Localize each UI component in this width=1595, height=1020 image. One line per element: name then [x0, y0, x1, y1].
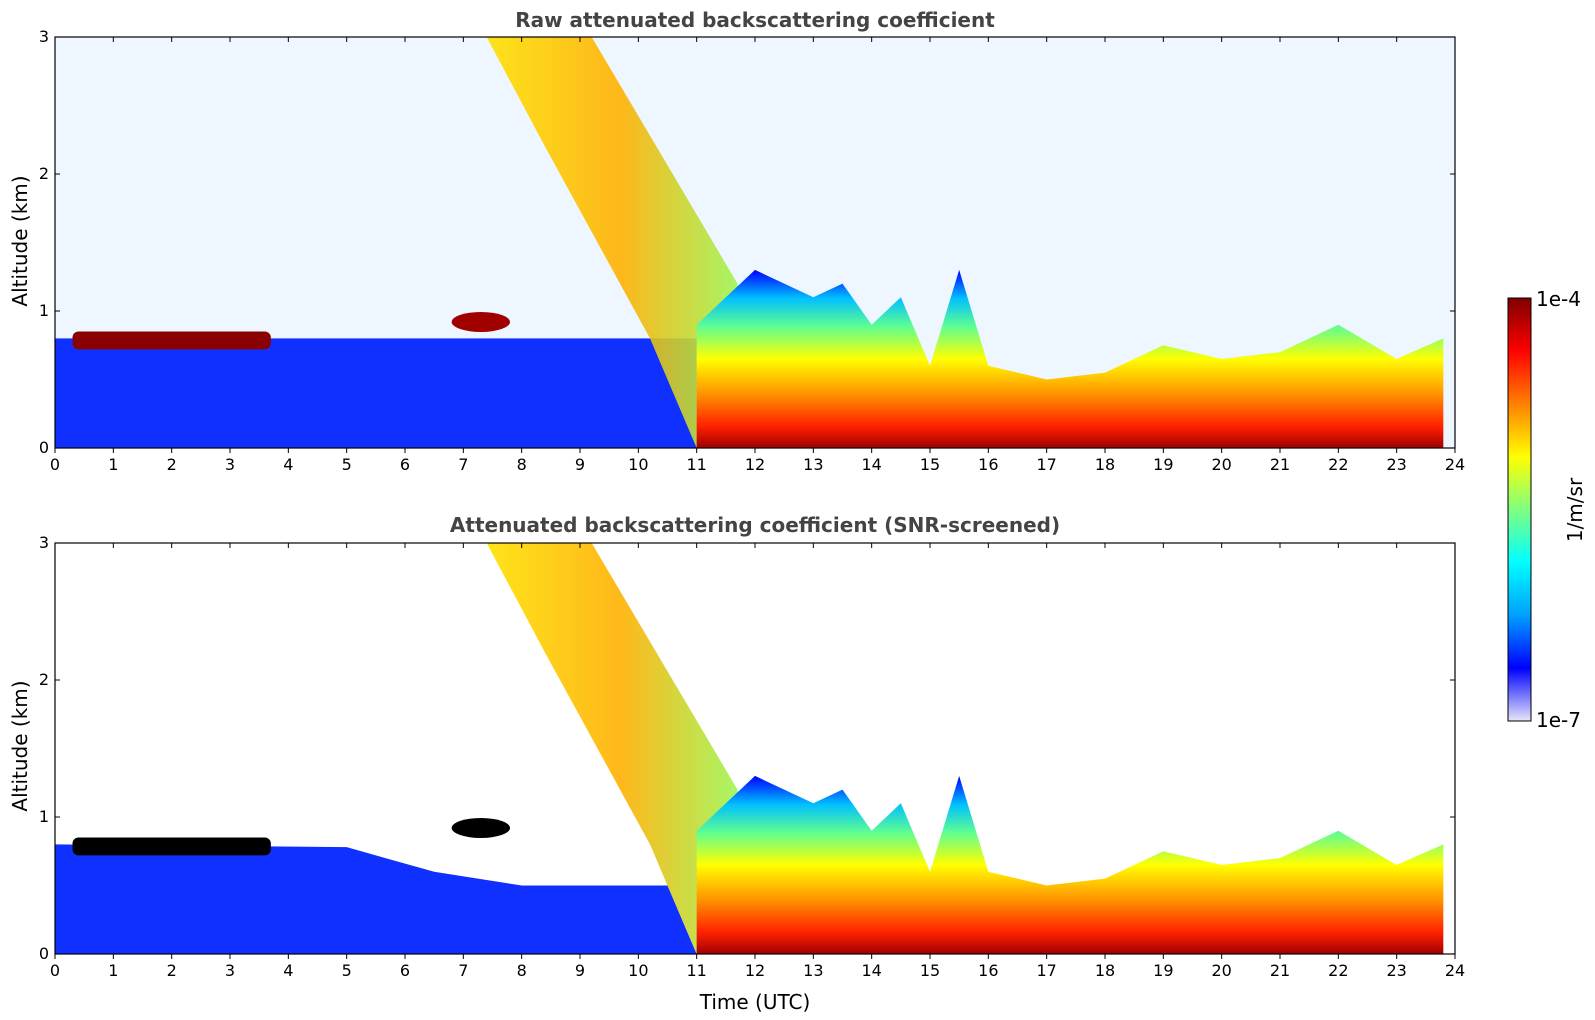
x-tick-label: 9 — [575, 455, 585, 474]
x-tick-label: 3 — [225, 961, 235, 980]
y-axis-label: Altitude (km) — [8, 680, 32, 811]
y-tick-label: 1 — [39, 301, 49, 320]
x-tick-label: 4 — [283, 455, 293, 474]
aerosol-plume — [486, 543, 755, 954]
x-tick-label: 17 — [1036, 961, 1056, 980]
colorbar-gradient — [1507, 297, 1532, 722]
raw-backscatter-panel: Raw attenuated backscattering coefficien… — [8, 8, 1465, 474]
y-tick-label: 2 — [39, 164, 49, 183]
x-tick-label: 8 — [517, 961, 527, 980]
x-tick-label: 7 — [458, 455, 468, 474]
x-tick-label: 24 — [1445, 961, 1465, 980]
y-tick-label: 3 — [39, 27, 49, 46]
low-cloud-layer — [72, 331, 271, 350]
x-tick-label: 5 — [342, 961, 352, 980]
x-tick-label: 6 — [400, 455, 410, 474]
x-tick-label: 16 — [978, 961, 998, 980]
x-tick-label: 5 — [342, 455, 352, 474]
x-tick-label: 12 — [745, 455, 765, 474]
x-tick-label: 20 — [1211, 961, 1231, 980]
low-signal-region — [55, 844, 697, 954]
x-tick-label: 21 — [1270, 961, 1290, 980]
y-tick-label: 1 — [39, 807, 49, 826]
x-tick-label: 15 — [920, 455, 940, 474]
x-tick-label: 13 — [803, 961, 823, 980]
x-tick-label: 8 — [517, 455, 527, 474]
x-tick-label: 7 — [458, 961, 468, 980]
x-tick-label: 23 — [1386, 961, 1406, 980]
colorbar: 1e-4 1e-7 1/m/sr — [1507, 287, 1587, 732]
x-tick-label: 1 — [108, 455, 118, 474]
aerosol-plume — [486, 37, 755, 448]
heatmap-area — [55, 543, 1444, 954]
cloud-patch — [451, 817, 511, 838]
x-tick-label: 1 — [108, 961, 118, 980]
x-tick-label: 14 — [861, 961, 881, 980]
x-axis-ticks: 0 1 2 3 4 5 6 7 8 9 10 11 12 13 14 15 16 17 18 19 20 21 22 23 24 — [50, 37, 1465, 474]
x-tick-label: 19 — [1153, 455, 1173, 474]
x-tick-label: 0 — [50, 961, 60, 980]
x-tick-label: 22 — [1328, 961, 1348, 980]
x-tick-label: 21 — [1270, 455, 1290, 474]
boundary-layer — [696, 775, 1444, 954]
y-tick-label: 0 — [39, 944, 49, 963]
x-tick-label: 11 — [686, 455, 706, 474]
heatmap-area — [55, 37, 1455, 448]
cloud-patch — [451, 311, 511, 332]
colorbar-min-label: 1e-7 — [1536, 708, 1581, 732]
x-tick-label: 24 — [1445, 455, 1465, 474]
x-tick-label: 17 — [1036, 455, 1056, 474]
boundary-layer — [696, 269, 1444, 448]
x-axis-label: Time (UTC) — [699, 990, 811, 1014]
x-tick-label: 20 — [1211, 455, 1231, 474]
y-axis-ticks: 0 1 2 3 — [39, 533, 1455, 963]
y-tick-label: 2 — [39, 670, 49, 689]
x-tick-label: 15 — [920, 961, 940, 980]
snr-screened-panel: Attenuated backscattering coefficient (S… — [8, 513, 1465, 1014]
x-tick-label: 2 — [167, 455, 177, 474]
x-tick-label: 2 — [167, 961, 177, 980]
colorbar-unit-label: 1/m/sr — [1563, 477, 1587, 542]
x-tick-label: 14 — [861, 455, 881, 474]
colorbar-max-label: 1e-4 — [1536, 287, 1581, 311]
x-tick-label: 22 — [1328, 455, 1348, 474]
x-tick-label: 11 — [686, 961, 706, 980]
x-tick-label: 23 — [1386, 455, 1406, 474]
x-tick-label: 10 — [628, 961, 648, 980]
x-tick-label: 9 — [575, 961, 585, 980]
x-tick-label: 4 — [283, 961, 293, 980]
y-tick-label: 0 — [39, 438, 49, 457]
x-tick-label: 18 — [1095, 455, 1115, 474]
y-tick-label: 3 — [39, 533, 49, 552]
x-tick-label: 16 — [978, 455, 998, 474]
y-axis-label: Altitude (km) — [8, 175, 32, 306]
x-axis-ticks: 0 1 2 3 4 5 6 7 8 9 10 11 12 13 14 15 16 17 18 19 20 21 22 23 24 — [50, 543, 1465, 980]
x-tick-label: 0 — [50, 455, 60, 474]
x-tick-label: 12 — [745, 961, 765, 980]
low-cloud-layer — [72, 837, 271, 856]
x-tick-label: 6 — [400, 961, 410, 980]
x-tick-label: 19 — [1153, 961, 1173, 980]
panel-title: Raw attenuated backscattering coefficien… — [515, 8, 995, 32]
x-tick-label: 3 — [225, 455, 235, 474]
x-tick-label: 10 — [628, 455, 648, 474]
panel-title: Attenuated backscattering coefficient (S… — [450, 513, 1060, 537]
low-signal-region — [55, 338, 697, 448]
y-axis-ticks: 0 1 2 3 — [39, 27, 1455, 457]
x-tick-label: 13 — [803, 455, 823, 474]
x-tick-label: 18 — [1095, 961, 1115, 980]
